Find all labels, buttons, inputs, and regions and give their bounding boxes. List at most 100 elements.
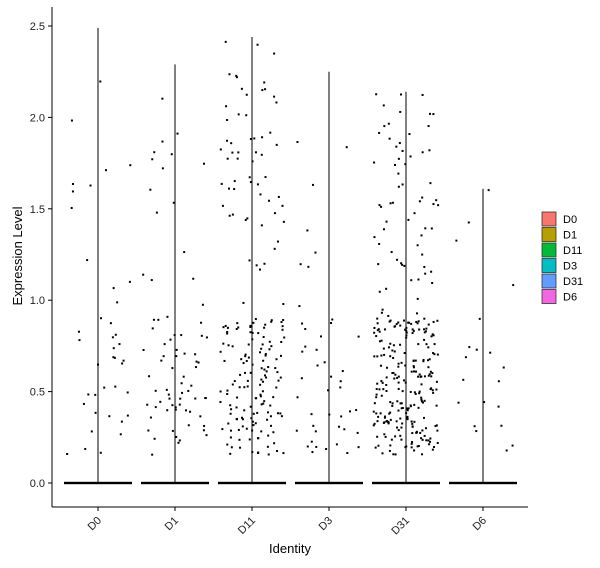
legend-swatch [541,289,557,304]
y-tick-label: 0.5 [30,387,45,399]
point-D31 [392,371,395,374]
point-D11 [279,354,282,357]
point-D31 [423,338,426,341]
point-D6 [467,221,470,224]
point-D31 [423,399,426,402]
point-D11 [249,181,252,184]
point-D1 [190,384,193,387]
point-D31 [432,446,435,449]
point-D31 [420,400,423,403]
point-D1 [180,382,183,385]
y-axis-ticks: 0.0 0.5 1.0 1.5 2.0 2.5 [30,21,52,490]
point-D1 [195,360,198,363]
point-D31 [399,324,402,327]
point-D11 [272,431,275,434]
point-D11 [252,321,255,324]
point-D6 [497,405,500,408]
point-D31 [389,202,392,205]
point-D0 [82,402,85,405]
point-D11 [265,376,268,379]
point-D31 [379,364,382,367]
point-D1 [177,441,180,444]
point-D3 [315,445,318,448]
point-D31 [405,412,408,415]
point-D31 [433,353,436,356]
point-D11 [233,188,236,191]
point-D11 [273,212,276,215]
point-D1 [168,397,171,400]
point-D31 [410,322,413,325]
point-D3 [323,361,326,364]
point-D0 [99,80,102,83]
point-D3 [296,141,299,144]
point-D31 [397,365,400,368]
point-D0 [119,433,122,436]
point-D31 [375,393,378,396]
point-D1 [151,327,154,330]
point-D31 [397,172,400,175]
point-D31 [410,446,413,449]
point-D1 [200,321,203,324]
point-D0 [116,301,119,304]
point-D31 [427,323,430,326]
point-D31 [436,429,439,432]
point-D3 [341,370,344,373]
point-D3 [340,415,343,418]
point-D11 [263,262,266,265]
point-D31 [383,125,386,128]
point-D11 [275,358,278,361]
point-D0 [104,169,107,172]
point-D1 [184,409,187,412]
point-D31 [385,383,388,386]
point-D11 [252,412,255,415]
point-D31 [413,449,416,452]
point-D31 [387,421,390,424]
point-D11 [240,358,243,361]
point-D11 [255,397,258,400]
point-D1 [194,397,197,400]
point-D1 [183,251,186,254]
point-D31 [431,448,434,451]
point-D31 [429,440,432,443]
point-D11 [244,355,247,358]
point-D3 [299,263,302,266]
point-D1 [167,393,170,396]
point-D31 [436,442,439,445]
point-D3 [310,413,313,416]
point-D31 [399,343,402,346]
point-D31 [409,405,412,408]
point-D11 [281,325,284,328]
legend-label: D11 [563,245,582,257]
point-D31 [436,353,439,356]
point-D11 [270,345,273,348]
point-D31 [420,234,423,237]
point-D31 [418,390,421,393]
point-D11 [231,345,234,348]
point-D3 [345,146,348,149]
point-D11 [249,325,252,328]
point-D1 [150,279,153,282]
point-D1 [179,397,182,400]
point-D31 [383,433,386,436]
point-D11 [277,379,280,382]
point-D31 [429,388,432,391]
point-D11 [263,400,266,403]
point-D0 [129,164,132,167]
point-D31 [393,377,396,380]
point-D0 [94,411,97,414]
point-D11 [243,386,246,389]
point-D11 [270,319,273,322]
point-D3 [315,348,318,351]
point-D31 [385,287,388,290]
point-D11 [247,356,250,359]
point-D31 [381,308,384,311]
zero-band-D0 [64,481,132,485]
point-D11 [249,405,252,408]
point-D11 [251,429,254,432]
point-D11 [262,359,265,362]
y-tick-label: 0.0 [30,478,45,490]
point-D31 [437,204,440,207]
point-D11 [243,409,246,412]
point-D31 [411,332,414,335]
points-layer [66,40,515,456]
